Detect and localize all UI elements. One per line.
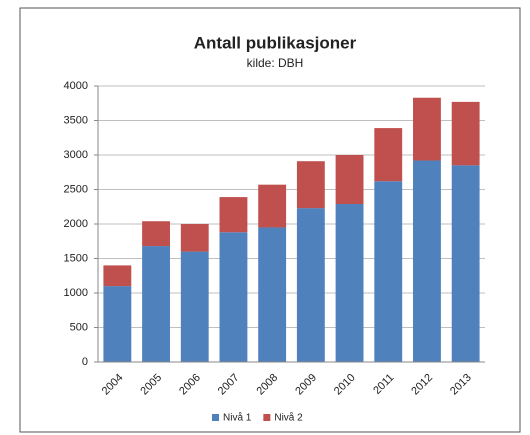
y-tick-label: 3500 xyxy=(64,114,88,126)
bar-segment xyxy=(258,227,287,362)
bar-segment xyxy=(451,165,480,362)
bar-segment xyxy=(142,221,170,247)
y-tick-label: 1000 xyxy=(64,287,88,299)
bar-segment xyxy=(451,101,480,166)
legend-label: Nivå 1 xyxy=(223,412,252,424)
legend-swatch xyxy=(212,414,219,421)
bar-segment xyxy=(413,97,441,161)
bar-segment xyxy=(413,160,441,362)
bar-segment xyxy=(103,265,132,287)
bar-segment xyxy=(103,286,132,362)
chart-title: Antall publikasjoner xyxy=(194,33,357,52)
y-tick-label: 2000 xyxy=(64,218,88,230)
bar-segment xyxy=(219,197,248,233)
bar-segment xyxy=(296,208,325,362)
bar-segment xyxy=(142,246,170,362)
y-tick-label: 500 xyxy=(70,321,88,333)
y-tick-label: 3000 xyxy=(64,149,88,161)
bar-segment xyxy=(296,161,325,209)
bar-segment xyxy=(374,128,403,182)
bar-segment xyxy=(335,155,364,204)
bar-segment xyxy=(374,181,403,362)
bar-segment xyxy=(258,184,287,228)
bar-segment xyxy=(180,224,209,252)
y-tick-label: 0 xyxy=(82,356,88,368)
bar-segment xyxy=(335,203,364,362)
y-tick-label: 4000 xyxy=(64,80,88,92)
bar-segment xyxy=(219,232,248,362)
legend-swatch xyxy=(263,414,271,421)
y-tick-label: 2500 xyxy=(64,183,88,195)
y-tick-label: 1500 xyxy=(64,252,88,264)
legend-label: Nivå 2 xyxy=(274,412,303,424)
bar-segment xyxy=(180,251,209,362)
chart-subtitle: kilde: DBH xyxy=(247,56,304,70)
